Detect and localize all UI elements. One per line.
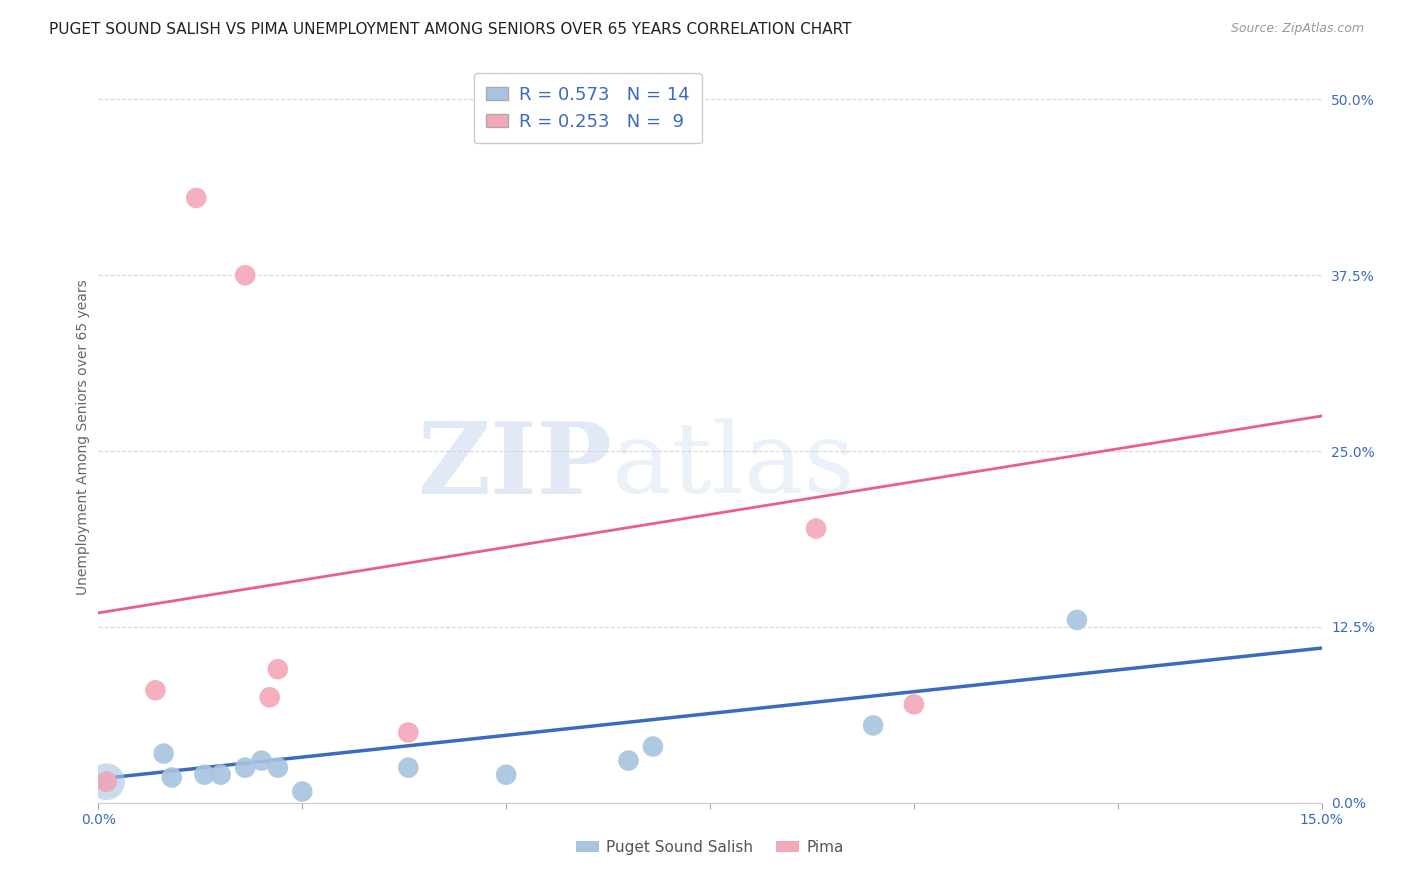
Point <box>396 761 419 775</box>
Legend: Puget Sound Salish, Pima: Puget Sound Salish, Pima <box>569 834 851 861</box>
Point <box>152 747 174 761</box>
Point <box>291 784 314 798</box>
Point <box>617 754 640 768</box>
Point <box>233 761 256 775</box>
Point <box>903 698 925 712</box>
Point <box>641 739 664 754</box>
Point <box>804 521 827 535</box>
Text: PUGET SOUND SALISH VS PIMA UNEMPLOYMENT AMONG SENIORS OVER 65 YEARS CORRELATION : PUGET SOUND SALISH VS PIMA UNEMPLOYMENT … <box>49 22 852 37</box>
Point <box>233 268 256 283</box>
Point <box>1066 613 1088 627</box>
Point <box>96 774 118 789</box>
Point <box>145 683 167 698</box>
Point <box>259 690 281 705</box>
Point <box>96 774 118 789</box>
Point <box>250 754 273 768</box>
Point <box>267 662 290 676</box>
Point <box>209 767 232 781</box>
Point <box>193 767 215 781</box>
Point <box>495 767 517 781</box>
Text: atlas: atlas <box>612 418 855 514</box>
Point <box>160 771 183 785</box>
Y-axis label: Unemployment Among Seniors over 65 years: Unemployment Among Seniors over 65 years <box>76 279 90 595</box>
Point <box>862 718 884 732</box>
Point <box>96 774 118 789</box>
Text: Source: ZipAtlas.com: Source: ZipAtlas.com <box>1230 22 1364 36</box>
Point <box>267 761 290 775</box>
Text: ZIP: ZIP <box>418 417 612 515</box>
Point <box>396 725 419 739</box>
Point <box>186 191 208 205</box>
